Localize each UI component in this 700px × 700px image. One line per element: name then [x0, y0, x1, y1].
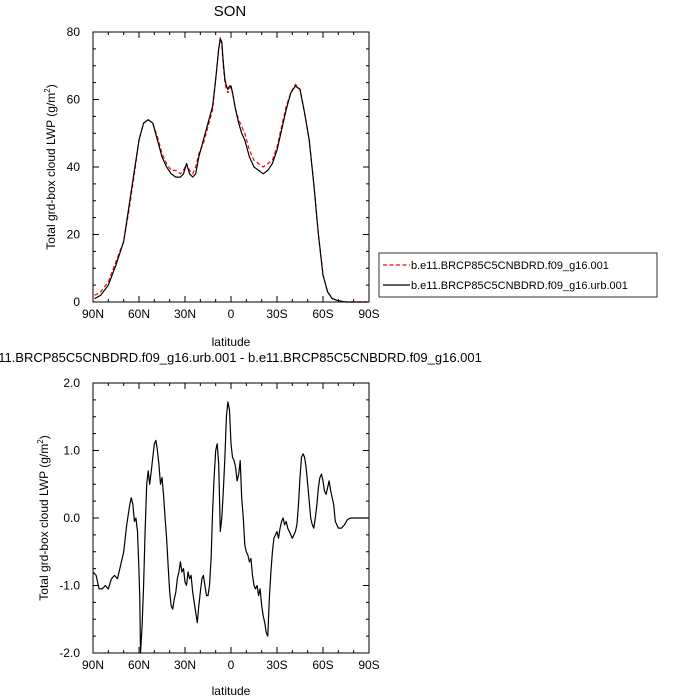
top-y-tick-label: 40 — [67, 160, 81, 174]
top-y-axis-label-close: ) — [44, 84, 58, 88]
bottom-x-tick-label: 90N — [82, 658, 104, 672]
top-axis-ticks: 90N 60N 30N 0 30S 60S 90S 0 20 40 60 80 — [67, 25, 380, 321]
legend-box — [378, 252, 658, 298]
top-x-axis-label: latitude — [212, 335, 251, 349]
bottom-axis-ticks: 90N 60N 30N 0 30S 60S 90S -2.0 -1.0 0.0 1.0 2.0 — [59, 376, 379, 672]
legend-label-series-2: b.e11.BRCP85C5CNBDRD.f09_g16.urb.001 — [411, 280, 628, 292]
bottom-y-tick-label: 1.0 — [63, 444, 80, 458]
top-x-tick-label: 60N — [128, 307, 150, 321]
bottom-y-tick-label: 2.0 — [63, 376, 80, 390]
bottom-x-tick-label: 60S — [312, 658, 333, 672]
bottom-series-line-1 — [92, 401, 369, 654]
legend: b.e11.BRCP85C5CNBDRD.f09_g16.001 b.e11.B… — [378, 252, 658, 298]
bottom-x-tick-label: 30N — [174, 658, 196, 672]
bottom-y-tick-label: -1.0 — [59, 579, 80, 593]
bottom-x-tick-label: 0 — [228, 658, 235, 672]
top-y-tick-label: 60 — [67, 93, 81, 107]
bottom-y-tick-label: 0.0 — [63, 511, 80, 525]
top-series-group — [94, 36, 368, 303]
top-y-axis-label-superscript: 2 — [43, 88, 52, 93]
top-x-tick-label: 90S — [358, 307, 379, 321]
top-x-tick-label: 0 — [228, 307, 235, 321]
bottom-chart-title: b.e11.BRCP85C5CNBDRD.f09_g16.urb.001 - b… — [0, 350, 482, 365]
bottom-panel: b.e11.BRCP85C5CNBDRD.f09_g16.urb.001 - b… — [0, 350, 482, 698]
top-y-axis-label: Total grd-box cloud LWP (g/m2) — [43, 84, 58, 249]
top-x-tick-label: 30S — [266, 307, 287, 321]
bottom-y-axis-label-close: ) — [37, 435, 51, 439]
top-panel: SON 90N 60N 30N 0 30S 60S 90S 0 20 40 60 80 latitud… — [43, 3, 380, 349]
top-series-line-1 — [94, 36, 368, 303]
bottom-x-tick-label: 60N — [128, 658, 150, 672]
top-y-tick-label: 0 — [73, 295, 80, 309]
top-chart-title: SON — [214, 3, 247, 20]
top-y-tick-label: 20 — [67, 228, 81, 242]
legend-label-series-1: b.e11.BRCP85C5CNBDRD.f09_g16.001 — [411, 260, 609, 272]
bottom-x-tick-label: 90S — [358, 658, 379, 672]
bottom-x-tick-label: 30S — [266, 658, 287, 672]
top-x-tick-label: 60S — [312, 307, 333, 321]
bottom-x-axis-label: latitude — [212, 684, 251, 698]
top-series-line-2 — [94, 38, 368, 303]
top-y-tick-label: 80 — [67, 25, 81, 39]
bottom-y-axis-label-superscript: 2 — [36, 439, 45, 444]
bottom-series-group — [92, 401, 369, 654]
bottom-y-tick-label: -2.0 — [59, 646, 80, 660]
bottom-y-axis-label: Total grd-box cloud LWP (g/m2) — [36, 435, 51, 600]
top-x-tick-label: 90N — [82, 307, 104, 321]
top-x-tick-label: 30N — [174, 307, 196, 321]
